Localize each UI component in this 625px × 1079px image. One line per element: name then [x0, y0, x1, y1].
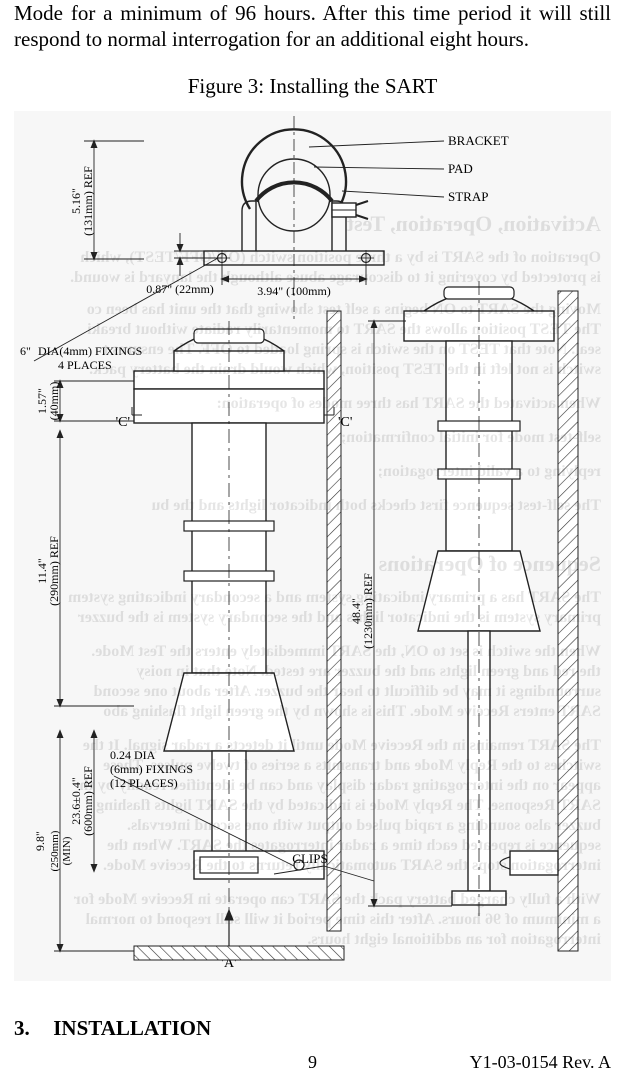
label-clips: CLIPS: [292, 851, 327, 866]
dim-114: (290mm) REF: [47, 535, 61, 605]
dim-157: (40mm): [47, 381, 61, 420]
dim-dia4-a: DIA(4mm) FIXINGS: [38, 344, 142, 358]
dim-dia4-b: 4 PLACES: [58, 358, 112, 372]
dim-516: (131mm) REF: [81, 165, 95, 235]
view-c-right: 'C': [338, 415, 352, 430]
section-number: 3.: [14, 1016, 48, 1041]
dim-dia4-line1: 6": [20, 344, 31, 358]
label-strap: STRAP: [448, 189, 488, 204]
continuation-paragraph: Mode for a minimum of 96 hours. After th…: [14, 0, 611, 53]
document-revision: Y1-03-0154 Rev. A: [470, 1052, 611, 1073]
label-bracket: BRACKET: [448, 133, 509, 148]
installation-diagram: Activation, Operation, TestOperation of …: [14, 111, 611, 981]
dim-024b: (6mm) FIXINGS: [110, 762, 193, 776]
dim-22mm: 0.87" (22mm): [146, 282, 214, 296]
dim-236: (600mm) REF: [81, 765, 95, 835]
dim-484: (1230mm) REF: [361, 572, 375, 648]
dim-98b: (MIN): [61, 836, 73, 865]
dim-98-in: 9.8": [33, 830, 47, 850]
diagram-svg: BRACKET PAD STRAP 3.94" (100mm) 0.87" (2…: [14, 111, 611, 981]
section-heading: 3. INSTALLATION: [14, 1016, 211, 1041]
dim-024a: 0.24 DIA: [110, 748, 156, 762]
dim-024c: (12 PLACES): [110, 776, 178, 790]
view-c-left: 'C': [116, 415, 130, 430]
label-pad: PAD: [448, 161, 473, 176]
section-title: INSTALLATION: [53, 1016, 211, 1040]
dim-100mm: 3.94" (100mm): [257, 284, 331, 298]
figure-caption: Figure 3: Installing the SART: [14, 74, 611, 99]
dim-98a: (250mm): [49, 830, 61, 871]
